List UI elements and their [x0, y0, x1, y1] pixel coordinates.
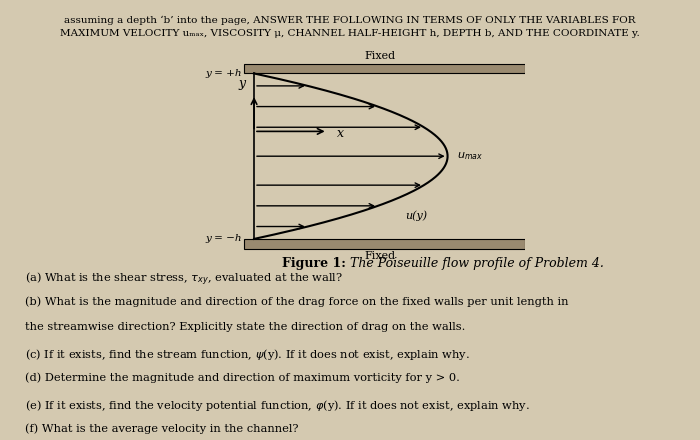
Text: y: y [239, 77, 246, 90]
Text: y = +h: y = +h [206, 69, 242, 78]
Text: Fixed: Fixed [364, 51, 395, 61]
Text: (e) If it exists, find the velocity potential function, $\varphi$(y). If it does: (e) If it exists, find the velocity pote… [25, 398, 529, 413]
Text: u(y): u(y) [405, 210, 427, 221]
Text: MAXIMUM VELOCITY uₘₐₓ, VISCOSITY μ, CHANNEL HALF-HEIGHT h, DEPTH b, AND THE COOR: MAXIMUM VELOCITY uₘₐₓ, VISCOSITY μ, CHAN… [60, 29, 640, 37]
Text: (d) Determine the magnitude and direction of maximum vorticity for y > 0.: (d) Determine the magnitude and directio… [25, 373, 459, 383]
Text: assuming a depth ‘b’ into the page, ANSWER THE FOLLOWING IN TERMS OF ONLY THE VA: assuming a depth ‘b’ into the page, ANSW… [64, 15, 636, 25]
Text: Figure 1:: Figure 1: [281, 257, 350, 271]
Text: the streamwise direction? Explicitly state the direction of drag on the walls.: the streamwise direction? Explicitly sta… [25, 322, 465, 332]
Bar [244, 63, 525, 73]
Text: Fixed: Fixed [364, 251, 395, 261]
Bar [244, 239, 525, 249]
Text: y = −h: y = −h [206, 235, 242, 243]
Text: x: x [337, 127, 344, 139]
Text: (b) What is the magnitude and direction of the drag force on the fixed walls per: (b) What is the magnitude and direction … [25, 296, 568, 307]
Text: (c) If it exists, find the stream function, $\psi$(y). If it does not exist, exp: (c) If it exists, find the stream functi… [25, 347, 470, 362]
Text: (a) What is the shear stress, $\tau_{xy}$, evaluated at the wall?: (a) What is the shear stress, $\tau_{xy}… [25, 271, 342, 288]
Text: $u_{max}$: $u_{max}$ [457, 150, 483, 162]
Text: The Poiseuille flow profile of Problem 4.: The Poiseuille flow profile of Problem 4… [350, 257, 604, 271]
Text: (f) What is the average velocity in the channel?: (f) What is the average velocity in the … [25, 424, 298, 434]
